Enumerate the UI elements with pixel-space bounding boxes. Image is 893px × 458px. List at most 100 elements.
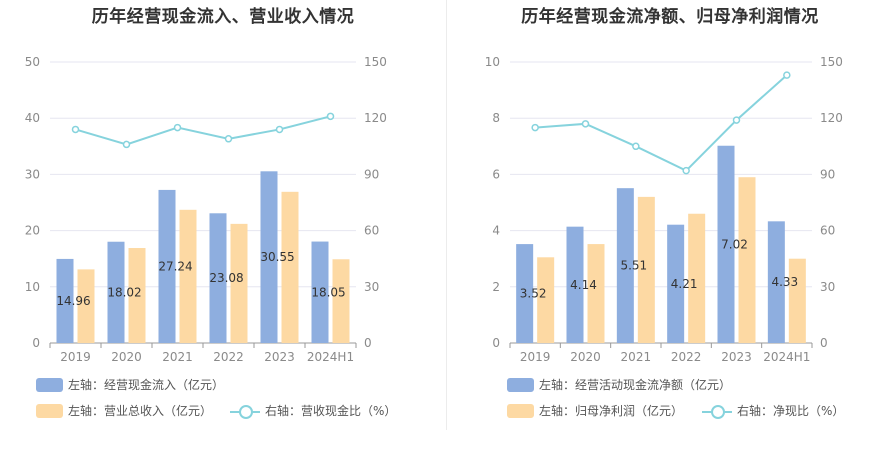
bar-series1: [260, 171, 278, 343]
bar-series1: [107, 241, 125, 343]
bar-series2: [77, 269, 95, 343]
bar-series1: [767, 221, 785, 343]
bar-series2: [738, 177, 756, 343]
bar-data-label: 18.02: [107, 285, 141, 299]
bar-series2: [128, 248, 146, 343]
legend-label: 右轴：净现比（%）: [737, 404, 845, 418]
left-axis-tick-label: 10: [25, 280, 40, 294]
legend-item-bar2[interactable]: 左轴：归母净利润（亿元）: [507, 402, 683, 419]
bar-data-label: 27.24: [158, 259, 192, 273]
bar-series1: [566, 226, 584, 343]
left-axis-tick-label: 0: [492, 336, 500, 350]
legend-swatch: [507, 377, 534, 392]
chart-svg-right: 0 2 4 6 8 10 0 30 60 90 120 150 2019 2020 2021 2022 2023…: [485, 55, 843, 364]
bar-series1: [667, 224, 685, 343]
line-series: [535, 74, 788, 172]
bar-series2: [788, 258, 806, 343]
line-point: [732, 116, 741, 124]
left-axis-tick-label: 50: [25, 55, 40, 69]
right-axis-tick-label: 90: [820, 167, 835, 181]
x-axis-tick-label: 2021: [162, 350, 193, 364]
bar-series2: [230, 223, 248, 343]
legend-swatch: [36, 403, 63, 418]
bar-series2: [332, 259, 350, 343]
left-axis-tick-label: 10: [485, 55, 500, 69]
line-point: [71, 125, 80, 134]
x-axis-tick-label: 2023: [264, 350, 295, 364]
bar-series2: [281, 191, 299, 343]
bar-series2: [637, 196, 655, 343]
legend-item-line[interactable]: 右轴：净现比（%）: [702, 402, 844, 419]
left-axis-tick-label: 30: [25, 167, 40, 181]
right-axis-tick-label: 120: [364, 111, 387, 125]
left-axis-tick-label: 6: [492, 167, 500, 181]
line-point: [122, 140, 131, 149]
chart-title: 历年经营现金流入、营业收入情况: [91, 7, 355, 27]
bar-series1: [56, 258, 74, 343]
right-axis-tick-label: 60: [364, 224, 379, 238]
bar-series1: [209, 213, 227, 343]
left-axis-tick-label: 2: [492, 280, 500, 294]
bar-data-label: 4.33: [771, 275, 798, 289]
legend-item-line[interactable]: 右轴：营收现金比（%）: [230, 402, 396, 419]
chart-panel-right: 历年经营现金流净额、归母净利润情况 0 2 4 6 8 10 0 30 60 90 120 150 20…: [447, 0, 893, 458]
chart-title: 历年经营现金流净额、归母净利润情况: [521, 7, 819, 27]
right-axis-tick-label: 150: [820, 55, 843, 69]
legend-item-bar1[interactable]: 左轴：经营现金流入（亿元）: [36, 376, 224, 393]
legend-label: 左轴：经营活动现金流净额（亿元）: [539, 378, 732, 392]
bar-series1: [616, 188, 634, 343]
x-axis-tick-label: 2023: [721, 350, 752, 364]
bar-series1: [717, 145, 735, 343]
left-axis-tick-label: 8: [492, 111, 500, 125]
panel-divider: [446, 0, 447, 430]
x-axis-tick-label: 2021: [621, 350, 652, 364]
line-point: [581, 120, 590, 128]
line-point: [326, 112, 335, 121]
right-axis-tick-label: 30: [820, 280, 835, 294]
legend-item-bar1[interactable]: 左轴：经营活动现金流净额（亿元）: [507, 376, 731, 393]
left-axis-tick-label: 0: [32, 336, 40, 350]
line-point: [275, 125, 284, 134]
legend-line-swatch: [702, 404, 732, 419]
bar-data-label: 30.55: [260, 250, 294, 264]
x-axis-tick-label: 2019: [60, 350, 91, 364]
right-axis-tick-label: 0: [364, 336, 372, 350]
left-axis-tick-label: 40: [25, 111, 40, 125]
left-axis-tick-label: 4: [492, 224, 500, 238]
bar-data-label: 4.14: [570, 278, 597, 292]
legend-line-swatch: [230, 404, 260, 419]
legend-item-bar2[interactable]: 左轴：营业总收入（亿元）: [36, 402, 212, 419]
bar-series1: [311, 241, 329, 343]
legend-label: 左轴：经营现金流入（亿元）: [68, 378, 225, 392]
x-axis-tick-label: 2019: [520, 350, 551, 364]
right-axis-tick-label: 150: [364, 55, 387, 69]
chart-svg-left: 0 10 20 30 40 50 0 30 60 90 120 150 2019 2020 2021 2022…: [25, 55, 387, 364]
bar-series1: [516, 244, 534, 343]
x-axis-tick-label: 2020: [111, 350, 142, 364]
right-axis-tick-label: 90: [364, 167, 379, 181]
bar-series2: [587, 244, 605, 343]
bar-data-label: 18.05: [311, 285, 345, 299]
chart-panel-left: 历年经营现金流入、营业收入情况 0 10 20 30 40 50 0 30 60 90 120 150…: [0, 0, 446, 458]
legend-label: 左轴：归母净利润（亿元）: [539, 404, 684, 418]
x-axis-tick-label: 2020: [570, 350, 601, 364]
bar-data-label: 23.08: [209, 271, 243, 285]
legend-swatch: [507, 403, 534, 418]
line-point: [783, 71, 791, 79]
right-axis-tick-label: 0: [820, 336, 828, 350]
bar-series2: [688, 213, 706, 343]
legend-label: 左轴：营业总收入（亿元）: [68, 404, 213, 418]
line-point: [173, 123, 182, 132]
left-axis-tick-label: 20: [25, 224, 40, 238]
bar-data-label: 5.51: [620, 259, 647, 273]
line-point: [682, 166, 690, 175]
bar-data-label: 4.21: [671, 277, 698, 291]
line-series: [75, 115, 331, 146]
x-axis-tick-label: 2022: [213, 350, 244, 364]
bar-data-label: 7.02: [721, 237, 748, 251]
right-axis-tick-label: 120: [820, 111, 843, 125]
bar-series2: [537, 257, 555, 343]
bar-data-label: 14.96: [56, 294, 90, 308]
line-point: [224, 135, 233, 143]
right-axis-tick-label: 30: [364, 280, 379, 294]
